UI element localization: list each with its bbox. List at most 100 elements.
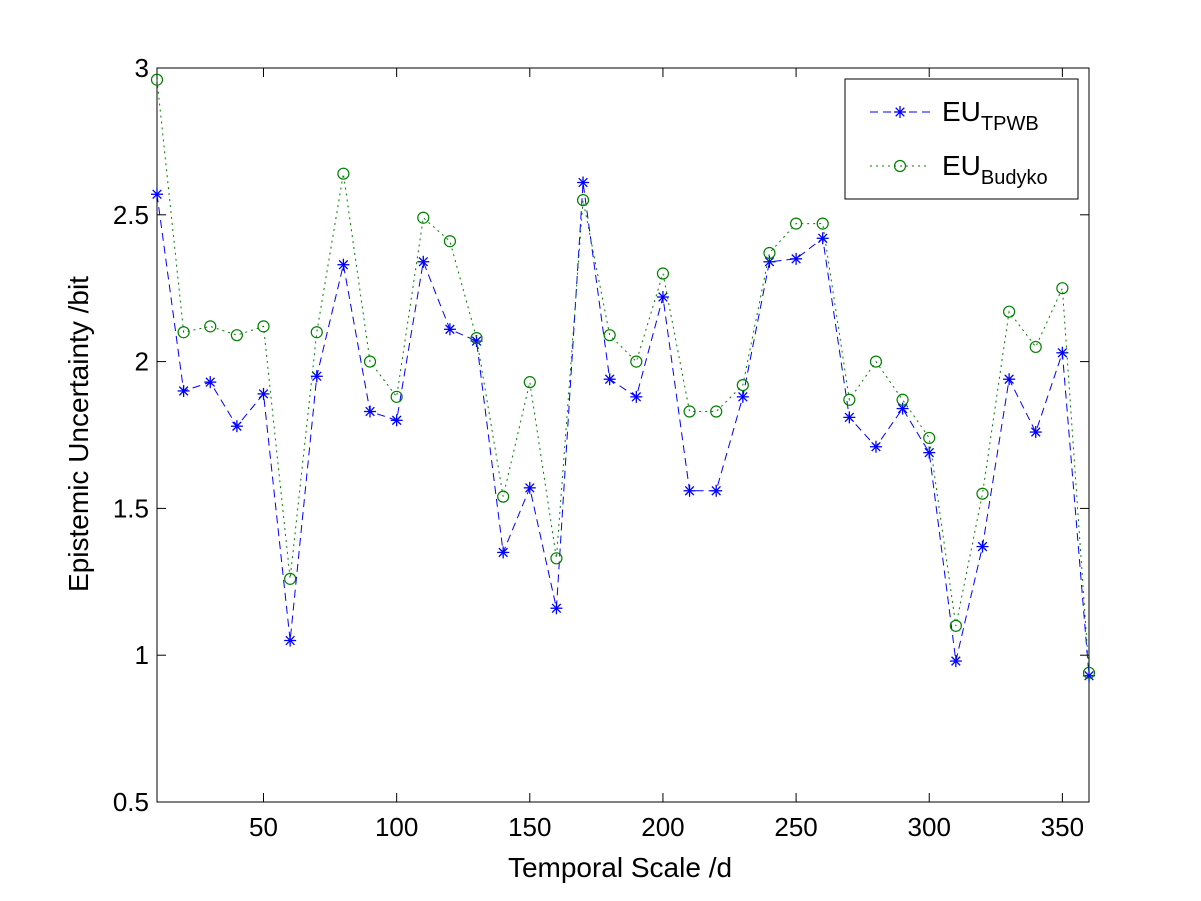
data-point-budyko <box>443 235 457 248</box>
data-point-budyko <box>630 355 643 368</box>
data-point-tpwb <box>710 484 723 497</box>
data-point-tpwb <box>177 384 190 397</box>
data-point-budyko <box>976 487 989 500</box>
legend-marker-symbol-tpwb <box>894 106 906 118</box>
data-point-budyko <box>523 376 536 389</box>
series-markers-tpwb <box>151 176 1095 682</box>
data-point-budyko <box>284 572 297 585</box>
series-line-tpwb <box>156 182 1090 676</box>
data-point-tpwb <box>976 540 989 553</box>
data-point-tpwb <box>310 370 323 383</box>
data-point-budyko <box>204 320 217 333</box>
x-tick-label: 350 <box>1041 812 1084 842</box>
series-markers-budyko <box>150 73 1096 679</box>
data-point-tpwb <box>816 232 829 245</box>
data-point-budyko <box>736 378 749 392</box>
data-point-tpwb <box>364 405 377 418</box>
x-tick-label: 100 <box>375 812 418 842</box>
x-tick-label: 200 <box>641 812 684 842</box>
legend: EUTPWB EUBudyko <box>844 78 1079 200</box>
data-point-tpwb <box>603 373 616 386</box>
x-tick-label: 300 <box>908 812 951 842</box>
data-point-budyko <box>1003 305 1016 318</box>
legend-box <box>844 78 1079 200</box>
data-point-budyko <box>257 320 270 333</box>
legend-label-budyko: EUBudyko <box>942 150 1048 189</box>
data-point-tpwb <box>1056 346 1069 359</box>
x-tick-label: 250 <box>774 812 817 842</box>
data-point-budyko <box>310 326 323 339</box>
data-point-budyko <box>816 217 829 230</box>
data-point-tpwb <box>869 440 882 453</box>
legend-label-budyko-main: EU <box>942 150 981 181</box>
data-point-budyko <box>843 393 856 406</box>
data-point-budyko <box>710 405 723 418</box>
data-point-budyko <box>363 355 377 368</box>
data-point-budyko <box>150 73 164 86</box>
legend-marker-symbol-budyko <box>893 159 907 173</box>
y-tick-label: 2 <box>135 347 149 377</box>
legend-label-tpwb-sub: TPWB <box>981 113 1039 135</box>
y-tick-label: 3 <box>135 53 149 83</box>
data-point-budyko <box>1056 282 1069 295</box>
data-point-tpwb <box>1003 373 1016 386</box>
y-tick-label: 0.5 <box>113 787 149 817</box>
series-layer <box>150 73 1096 682</box>
x-tick-label: 50 <box>249 812 278 842</box>
data-point-tpwb <box>896 402 909 415</box>
data-point-tpwb <box>204 376 217 389</box>
data-point-budyko <box>390 390 403 403</box>
data-point-tpwb <box>923 446 936 459</box>
data-point-budyko <box>230 329 243 342</box>
y-tick-label: 1.5 <box>113 493 149 523</box>
data-point-budyko <box>1029 340 1042 354</box>
data-point-budyko <box>656 267 670 280</box>
y-tick-label: 1 <box>135 640 149 670</box>
data-point-tpwb <box>763 255 776 268</box>
data-point-tpwb <box>230 420 243 433</box>
data-point-budyko <box>576 194 590 207</box>
data-point-tpwb <box>151 188 163 201</box>
data-point-budyko <box>497 490 510 503</box>
legend-marker-tpwb <box>894 106 906 118</box>
data-point-tpwb <box>523 481 536 494</box>
data-point-budyko <box>763 246 776 260</box>
data-point-budyko <box>949 619 962 632</box>
data-point-tpwb <box>443 323 456 336</box>
x-axis-title: Temporal Scale /d <box>508 852 732 883</box>
data-point-tpwb <box>257 387 270 400</box>
data-point-budyko <box>896 393 909 406</box>
data-point-tpwb <box>683 484 696 497</box>
x-axis: 50 100 150 200 250 300 350 <box>249 68 1084 842</box>
legend-label-budyko-sub: Budyko <box>981 167 1048 189</box>
data-point-tpwb <box>390 414 403 427</box>
data-point-tpwb <box>656 291 669 304</box>
data-point-budyko <box>417 211 430 224</box>
data-point-tpwb <box>417 255 430 268</box>
data-point-tpwb <box>497 546 510 559</box>
data-point-tpwb <box>337 258 350 271</box>
data-point-tpwb <box>577 176 590 189</box>
data-point-tpwb <box>1029 426 1042 439</box>
data-point-budyko <box>177 326 190 339</box>
legend-marker-budyko <box>893 159 907 173</box>
legend-label-tpwb: EUTPWB <box>942 96 1039 135</box>
data-point-tpwb <box>284 634 297 647</box>
data-point-budyko <box>789 217 803 230</box>
data-point-budyko <box>550 552 563 565</box>
data-point-tpwb <box>550 602 563 615</box>
x-tick-label: 150 <box>508 812 551 842</box>
data-point-tpwb <box>736 390 749 403</box>
data-point-budyko <box>683 405 696 418</box>
y-axis: 0.5 1 1.5 2 2.5 3 <box>113 53 1089 817</box>
data-point-budyko <box>1082 666 1096 679</box>
data-point-tpwb <box>949 655 962 668</box>
data-point-budyko <box>923 431 936 445</box>
data-point-budyko <box>869 355 883 368</box>
data-point-tpwb <box>843 411 856 424</box>
data-point-budyko <box>470 332 483 345</box>
data-point-budyko <box>337 167 350 180</box>
data-point-budyko <box>603 329 616 342</box>
data-point-tpwb <box>630 390 643 403</box>
